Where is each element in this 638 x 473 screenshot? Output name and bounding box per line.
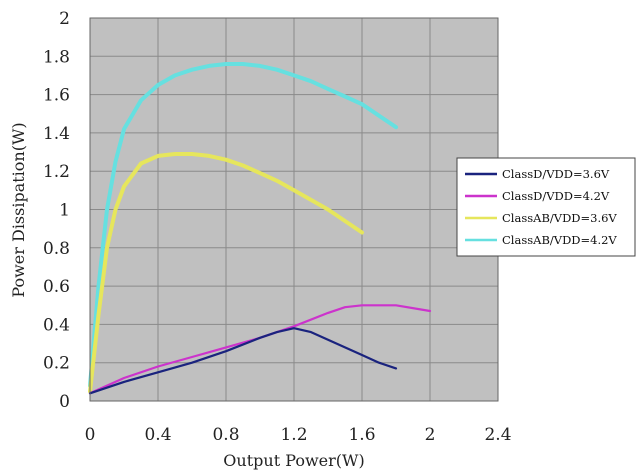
legend: ClassD/VDD=3.6V ClassD/VDD=4.2V ClassAB/VD… bbox=[456, 157, 636, 257]
legend-entry-label: ClassAB/VDD=4.2V bbox=[502, 233, 617, 247]
series-line-4 bbox=[88, 62, 398, 388]
x-tick-label: 0.8 bbox=[212, 425, 239, 445]
grid-lines bbox=[90, 18, 498, 401]
x-tick-label: 0 bbox=[85, 425, 96, 445]
y-tick-label: 2 bbox=[59, 9, 70, 29]
legend-entry-label: ClassD/VDD=4.2V bbox=[502, 189, 610, 203]
y-axis-ticks: 0 0.2 0.4 0.6 0.8 1 1.2 1.4 1.6 1.8 2 bbox=[43, 9, 70, 412]
y-tick-label: 1.4 bbox=[43, 124, 70, 144]
x-tick-label: 1.2 bbox=[280, 425, 307, 445]
y-tick-label: 0.4 bbox=[43, 315, 70, 335]
legend-entry-label: ClassAB/VDD=3.6V bbox=[502, 211, 617, 225]
series-line-3 bbox=[88, 152, 364, 394]
series-lines bbox=[88, 62, 432, 395]
x-tick-label: 1.6 bbox=[348, 425, 375, 445]
x-tick-label: 2 bbox=[425, 425, 436, 445]
y-tick-label: 1.6 bbox=[43, 86, 70, 106]
x-tick-label: 0.4 bbox=[144, 425, 171, 445]
series-line-1 bbox=[88, 327, 398, 395]
x-axis-ticks: 0 0.4 0.8 1.2 1.6 2 2.4 bbox=[85, 425, 512, 445]
y-tick-label: 1.8 bbox=[43, 47, 70, 67]
y-tick-label: 0.6 bbox=[43, 277, 70, 297]
y-tick-label: 0.2 bbox=[43, 354, 70, 374]
y-tick-label: 1.2 bbox=[43, 162, 70, 182]
y-tick-label: 0 bbox=[59, 392, 70, 412]
y-tick-label: 0.8 bbox=[43, 239, 70, 259]
x-tick-label: 2.4 bbox=[484, 425, 511, 445]
y-tick-label: 1 bbox=[59, 201, 70, 221]
x-axis-title: Output Power(W) bbox=[223, 451, 364, 470]
legend-entry-label: ClassD/VDD=3.6V bbox=[502, 167, 610, 181]
y-axis-title: Power Dissipation(W) bbox=[9, 122, 28, 297]
